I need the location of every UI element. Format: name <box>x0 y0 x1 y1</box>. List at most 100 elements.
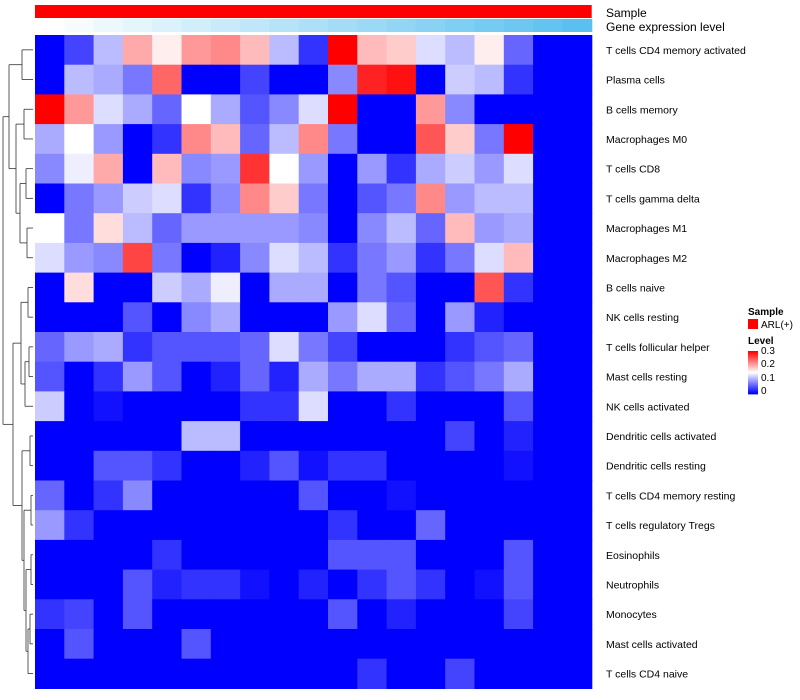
heatmap-cell <box>474 94 505 125</box>
heatmap-cell <box>122 569 153 600</box>
heatmap-cell <box>357 332 388 363</box>
heatmap-cell <box>122 242 153 274</box>
heatmap-cell <box>415 94 446 125</box>
heatmap-cell <box>474 510 505 541</box>
legend-level-gradient <box>748 351 758 395</box>
heatmap-cell <box>269 183 300 214</box>
heatmap-cell <box>35 94 65 125</box>
heatmap-cell <box>562 332 593 363</box>
heatmap-cell <box>474 272 505 303</box>
heatmap-cell <box>328 421 358 452</box>
heatmap-cell <box>503 450 534 482</box>
heatmap-cell <box>181 510 212 541</box>
heatmap-cell <box>210 421 241 452</box>
heatmap-cell <box>415 124 446 155</box>
heatmap-cell <box>328 272 358 303</box>
heatmap-cell <box>415 480 446 511</box>
heatmap-cell <box>357 421 388 452</box>
heatmap-cell <box>64 361 95 392</box>
heatmap-cell <box>64 94 95 125</box>
heatmap-cell <box>503 421 534 452</box>
heatmap-cell <box>357 183 388 214</box>
heatmap-cell <box>64 183 95 214</box>
heatmap-cell <box>357 64 388 95</box>
heatmap-cell <box>474 629 505 660</box>
heatmap-cell <box>298 629 329 660</box>
heatmap-cell <box>415 599 446 630</box>
legend: Sample ARL(+) Level 0.3 0.2 0.1 0 <box>748 307 793 397</box>
heatmap-cell <box>181 539 212 571</box>
heatmap-cell <box>357 658 388 689</box>
heatmap-cell <box>386 510 417 541</box>
heatmap-cell <box>64 302 95 333</box>
heatmap-cell <box>503 213 534 244</box>
heatmap-cell <box>415 153 446 185</box>
heatmap-cell <box>240 302 270 333</box>
heatmap-cell <box>152 94 183 125</box>
legend-gradient-step <box>748 362 758 364</box>
heatmap-cell <box>35 510 65 541</box>
heatmap-cell <box>93 450 124 482</box>
heatmap-cell <box>93 599 124 630</box>
heatmap-cell <box>415 302 446 333</box>
annotation-cell-gene-expression <box>445 19 476 32</box>
heatmap-cell <box>93 35 124 66</box>
heatmap-cell <box>152 629 183 660</box>
heatmap-cell <box>386 421 417 452</box>
heatmap-cell <box>503 94 534 125</box>
heatmap-cell <box>210 480 241 511</box>
heatmap-cell <box>533 302 563 333</box>
heatmap-cell <box>415 421 446 452</box>
heatmap-cell <box>298 361 329 392</box>
row-label: T cells CD8 <box>606 164 660 176</box>
heatmap-cell <box>122 213 153 244</box>
heatmap-cell <box>415 510 446 541</box>
heatmap-cell <box>240 64 270 95</box>
annotation-label-gene-expression: Gene expression level <box>606 20 725 34</box>
heatmap-cell <box>357 213 388 244</box>
heatmap-cell <box>35 480 65 511</box>
heatmap-cell <box>445 658 476 689</box>
heatmap-cell <box>64 629 95 660</box>
row-label: T cells CD4 memory activated <box>606 45 746 57</box>
heatmap-cell <box>328 302 358 333</box>
heatmap-cell <box>152 569 183 600</box>
heatmap-cell <box>298 64 329 95</box>
heatmap-cell <box>269 64 300 95</box>
heatmap-cell <box>152 658 183 689</box>
heatmap-cell <box>474 124 505 155</box>
heatmap-cell <box>474 361 505 392</box>
heatmap-cell <box>181 242 212 274</box>
legend-gradient-step <box>748 375 758 377</box>
heatmap-cell <box>533 361 563 392</box>
heatmap-cell <box>386 599 417 630</box>
heatmap-cell <box>298 450 329 482</box>
legend-gradient-step <box>748 359 758 361</box>
legend-gradient-step <box>748 371 758 373</box>
heatmap-cell <box>122 183 153 214</box>
heatmap-cell <box>122 599 153 630</box>
heatmap-cell <box>93 272 124 303</box>
heatmap-cell <box>386 539 417 571</box>
heatmap-cell <box>445 599 476 630</box>
heatmap-cell <box>533 658 563 689</box>
heatmap-cell <box>181 64 212 95</box>
heatmap-cell <box>240 480 270 511</box>
heatmap-cell <box>240 183 270 214</box>
heatmap-cell <box>35 64 65 95</box>
heatmap-cell <box>181 302 212 333</box>
row-label: Dendritic cells activated <box>606 431 716 443</box>
annotation-cell-gene-expression <box>415 19 446 32</box>
heatmap-cell <box>503 124 534 155</box>
heatmap-cell <box>328 64 358 95</box>
heatmap-cell <box>533 480 563 511</box>
legend-gradient-step <box>748 368 758 370</box>
heatmap-cell <box>298 183 329 214</box>
heatmap-cell <box>35 213 65 244</box>
heatmap-cell <box>122 302 153 333</box>
heatmap-cell <box>445 272 476 303</box>
heatmap-cell <box>415 272 446 303</box>
legend-gradient-step <box>748 386 758 388</box>
heatmap-cell <box>445 302 476 333</box>
heatmap-cell <box>386 213 417 244</box>
